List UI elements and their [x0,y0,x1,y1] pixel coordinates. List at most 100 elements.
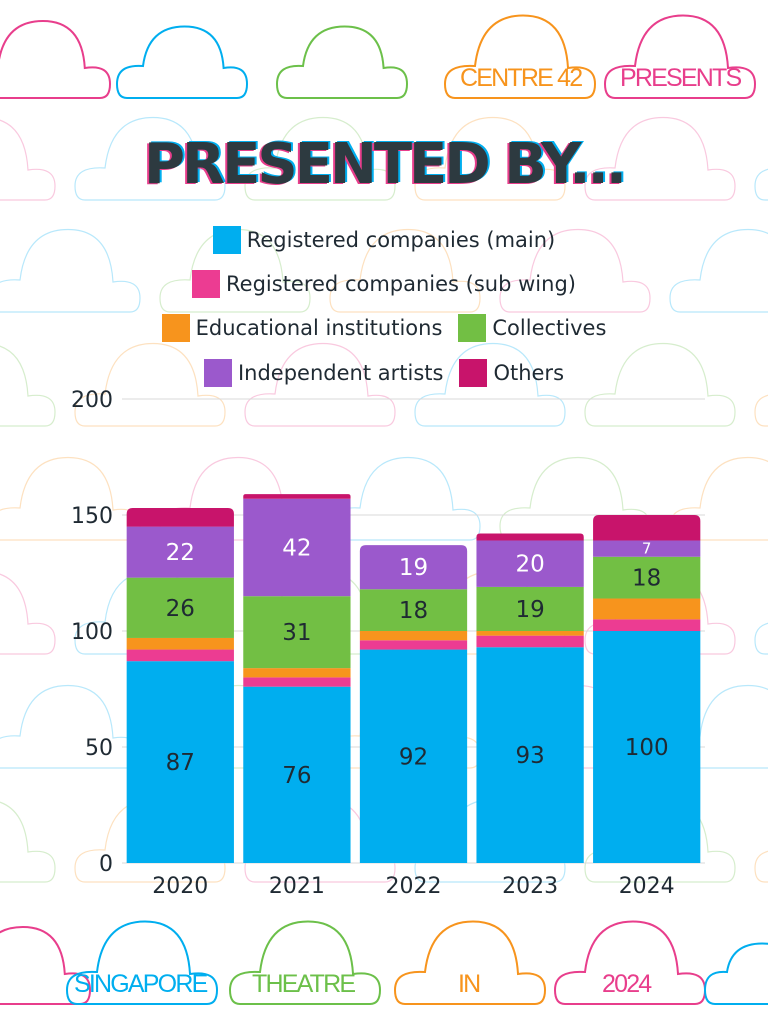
legend-label: Registered companies (main) [246,228,556,252]
bar-segment [476,540,584,587]
footer-tag-2024: 2024 [602,970,652,998]
legend-row-2: Registered companies (sub wing) [0,270,768,298]
bar-segment [593,619,701,631]
cloud-outline [584,116,736,201]
bar-segment [126,508,234,527]
cloud-outline [754,850,768,883]
bar-segment [476,647,584,863]
cloud-outline [65,920,219,1005]
bar-segment [593,540,701,557]
cloud-outline [669,228,768,313]
bar-segment [359,631,468,641]
header-tag-centre42: CENTRE 42 [460,64,583,92]
bar-segment [243,668,351,678]
bar-segment [476,631,584,636]
legend-row-4: Independent artists Others [0,359,768,387]
data-label: 26 [166,596,195,622]
bar-segment [476,586,584,631]
bar-segment [359,640,468,650]
data-label: 100 [625,735,669,761]
data-label: 19 [515,597,544,623]
footer-tag-in: IN [458,970,481,998]
bar-segment [593,515,701,541]
y-tick-label: 200 [71,388,113,413]
x-tick-label: 2021 [269,874,325,899]
legend-label: Collectives [492,316,607,340]
cloud-outline [754,622,768,655]
legend-swatch-independent [203,359,232,387]
cloud-outline [0,19,112,99]
bar-segment [359,545,468,590]
cloud-outline [584,342,736,427]
cloud-outline [0,119,56,201]
cloud-outline [499,228,651,313]
cloud-outline [754,394,768,427]
legend-swatch-registered-sub [192,270,221,298]
x-tick-label: 2023 [502,874,558,899]
footer-tag-theatre: THEATRE [252,970,356,998]
bar-segment [593,598,701,620]
legend-swatch-collectives [458,314,487,342]
cloud-outline [0,801,56,883]
legend-item: Educational institutions [161,314,443,342]
bar-segment [243,596,351,669]
bar-segment [126,637,234,650]
bar-segment [359,589,468,631]
y-tick-label: 50 [85,736,113,761]
cloud-outline [244,116,396,201]
cloud-outline [703,942,768,1005]
data-label: 31 [282,620,311,646]
legend-item: Collectives [458,314,606,342]
data-label: 87 [166,750,195,776]
bar-segment [359,649,468,863]
data-label: 93 [515,743,544,769]
bar-segment [243,677,351,687]
bar-segment [243,494,351,499]
data-label: 22 [166,540,195,566]
data-label: 20 [515,552,544,578]
bar-segment [126,526,234,578]
cloud-outline [74,342,226,427]
data-label: 76 [282,763,311,789]
y-tick-label: 150 [71,504,113,529]
legend-item: Independent artists [203,359,444,387]
cloud-outline [0,345,56,427]
data-label: 19 [399,555,428,581]
data-label: 7 [642,540,652,558]
bar-segment [243,686,351,863]
x-tick-label: 2022 [386,874,442,899]
cloud-outline [414,116,566,201]
legend-item: Others [459,359,564,387]
bar-segment [476,635,584,648]
legend-row-3: Educational institutions Collectives [0,314,768,342]
bar-segment [126,649,234,662]
cloud-outline [603,14,757,99]
legend-item: Registered companies (sub wing) [192,270,576,298]
header-tag-presents: PRESENTS [620,64,742,92]
cloud-outline [393,920,547,1005]
bar-segment [593,631,701,863]
data-label: 18 [632,566,661,592]
cloud-outline [443,14,597,99]
legend-item: Registered companies (main) [212,226,556,254]
bar-segment [243,498,351,597]
legend-row-1: Registered companies (main) [0,226,768,254]
footer-tag-singapore: SINGAPORE [74,970,208,998]
legend-label: Educational institutions [195,316,443,340]
cloud-outline [329,228,481,313]
legend-label: Registered companies (sub wing) [226,272,576,296]
cloud-outline [0,228,141,313]
cloud-outline [74,116,226,201]
cloud-outline [0,573,56,655]
bar-segment [593,556,701,599]
cloud-outline [244,342,396,427]
data-label: 42 [282,535,311,561]
cloud-outline [228,920,382,1005]
legend-label: Independent artists [237,361,444,385]
bar-segment [126,577,234,638]
y-tick-label: 0 [99,852,113,877]
page-title: PRESENTED BY... [143,132,627,197]
legend-label: Others [493,361,565,385]
cloud-outline [0,925,92,1005]
